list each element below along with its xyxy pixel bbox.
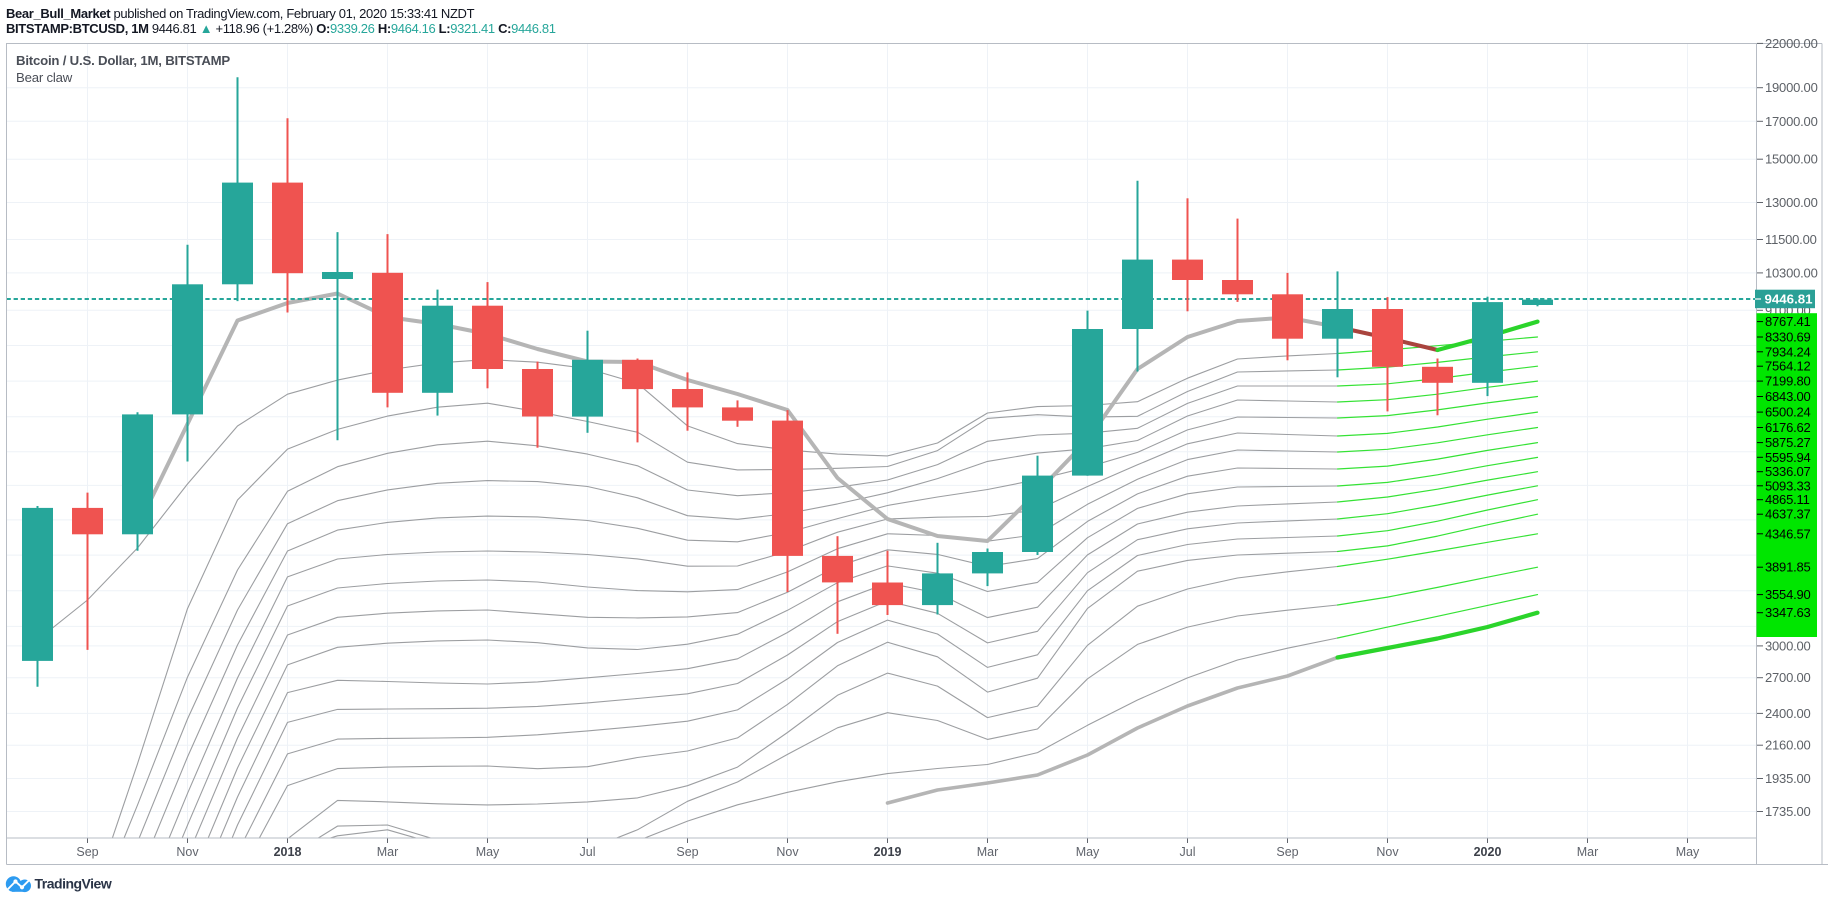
svg-text:7934.24: 7934.24 xyxy=(1765,344,1811,359)
svg-text:Mar: Mar xyxy=(1577,845,1599,859)
svg-text:6176.62: 6176.62 xyxy=(1765,420,1811,435)
svg-text:May: May xyxy=(1676,845,1700,859)
svg-text:Nov: Nov xyxy=(1376,845,1399,859)
svg-text:9446.81: 9446.81 xyxy=(1765,292,1814,307)
svg-text:3554.90: 3554.90 xyxy=(1765,587,1811,602)
svg-text:4346.57: 4346.57 xyxy=(1765,526,1811,541)
svg-text:3000.00: 3000.00 xyxy=(1765,638,1811,653)
svg-text:7199.80: 7199.80 xyxy=(1765,374,1811,389)
svg-text:11500.00: 11500.00 xyxy=(1765,232,1817,247)
svg-text:3347.63: 3347.63 xyxy=(1765,605,1811,620)
svg-text:17000.00: 17000.00 xyxy=(1765,114,1818,129)
svg-text:8330.69: 8330.69 xyxy=(1765,330,1811,345)
svg-text:TradingView: TradingView xyxy=(35,876,112,892)
svg-text:5875.27: 5875.27 xyxy=(1765,435,1811,450)
svg-text:Nov: Nov xyxy=(776,845,799,859)
svg-text:Mar: Mar xyxy=(977,845,999,859)
svg-text:6500.24: 6500.24 xyxy=(1765,405,1811,420)
svg-text:Sep: Sep xyxy=(1276,845,1298,859)
svg-text:4865.11: 4865.11 xyxy=(1765,492,1810,507)
svg-text:19000.00: 19000.00 xyxy=(1765,80,1818,95)
svg-text:7564.12: 7564.12 xyxy=(1765,359,1811,374)
svg-text:May: May xyxy=(476,845,500,859)
svg-text:Jul: Jul xyxy=(580,845,596,859)
svg-text:2700.00: 2700.00 xyxy=(1765,670,1811,685)
svg-text:4637.37: 4637.37 xyxy=(1765,507,1811,522)
svg-text:5595.94: 5595.94 xyxy=(1765,450,1811,465)
svg-text:Sep: Sep xyxy=(76,845,98,859)
svg-text:2018: 2018 xyxy=(274,845,302,859)
svg-text:Mar: Mar xyxy=(377,845,399,859)
svg-text:1935.00: 1935.00 xyxy=(1765,771,1811,786)
svg-text:15000.00: 15000.00 xyxy=(1765,152,1818,167)
svg-text:2400.00: 2400.00 xyxy=(1765,706,1811,721)
svg-text:Bitcoin / U.S. Dollar, 1M, BIT: Bitcoin / U.S. Dollar, 1M, BITSTAMP xyxy=(16,53,230,68)
svg-text:13000.00: 13000.00 xyxy=(1765,195,1818,210)
svg-text:Nov: Nov xyxy=(176,845,199,859)
svg-text:5336.07: 5336.07 xyxy=(1765,464,1811,479)
svg-text:2019: 2019 xyxy=(874,845,902,859)
svg-text:2160.00: 2160.00 xyxy=(1765,738,1811,753)
svg-text:Bear_Bull_Market published on: Bear_Bull_Market published on TradingVie… xyxy=(6,6,475,21)
svg-text:10300.00: 10300.00 xyxy=(1765,265,1818,280)
svg-text:Jul: Jul xyxy=(1180,845,1196,859)
svg-text:3891.85: 3891.85 xyxy=(1765,560,1811,575)
svg-text:5093.33: 5093.33 xyxy=(1765,478,1811,493)
svg-text:22000.00: 22000.00 xyxy=(1765,36,1818,51)
svg-text:Sep: Sep xyxy=(676,845,698,859)
svg-text:Bear claw: Bear claw xyxy=(16,70,73,85)
svg-text:BITSTAMP:BTCUSD, 1M 9446.81 ▲: BITSTAMP:BTCUSD, 1M 9446.81 ▲ +118.96 (+… xyxy=(6,21,556,36)
svg-text:May: May xyxy=(1076,845,1100,859)
svg-text:8767.41: 8767.41 xyxy=(1765,314,1811,329)
svg-text:2020: 2020 xyxy=(1474,845,1502,859)
svg-text:6843.00: 6843.00 xyxy=(1765,389,1811,404)
svg-text:1735.00: 1735.00 xyxy=(1765,804,1811,819)
